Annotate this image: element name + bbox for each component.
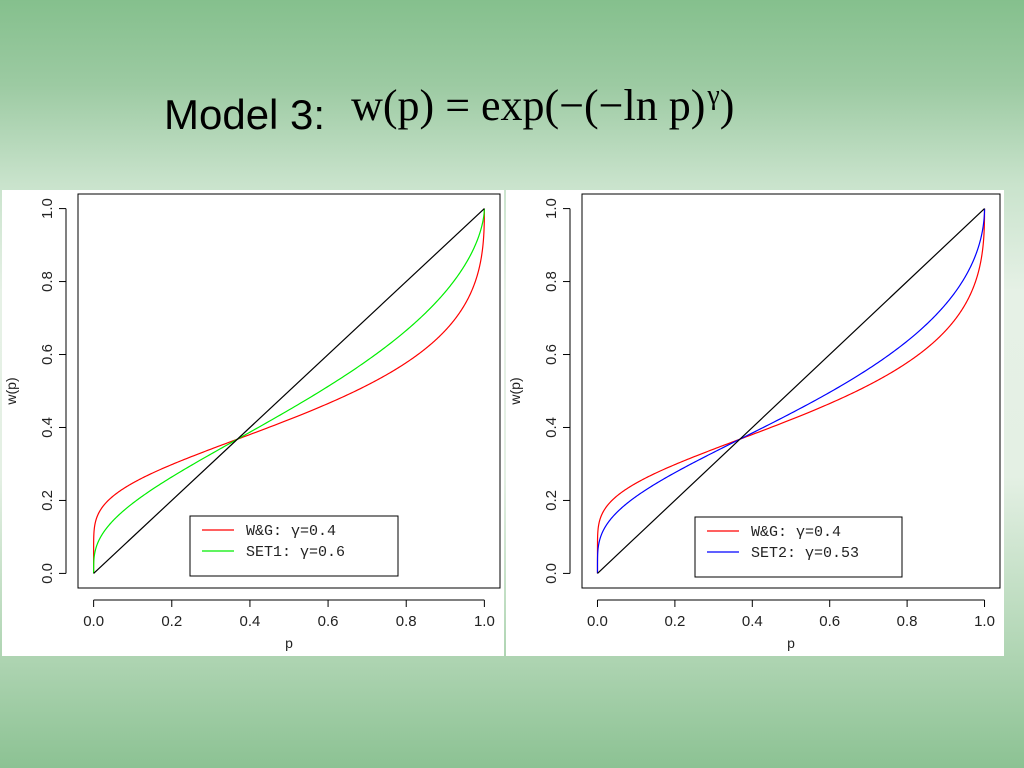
x-tick-label: 0.2 [161, 613, 182, 630]
legend-label: SET2: γ=0.53 [751, 545, 859, 562]
y-tick-label: 0.0 [39, 563, 56, 584]
series-line [93, 208, 485, 574]
legend-box [694, 516, 903, 578]
formula-equals: = [445, 80, 471, 130]
plot-frame [77, 193, 501, 589]
formula: w(p) = exp(−(−ln p)γ) [351, 80, 734, 131]
legend-label: SET1: γ=0.6 [246, 544, 345, 561]
slide-title: Model 3: w(p) = exp(−(−ln p)γ) [164, 76, 734, 146]
y-tick-label: 0.0 [543, 563, 560, 584]
x-tick-label: 0.8 [897, 613, 918, 630]
identity-line [597, 208, 985, 574]
y-tick-label: 0.6 [543, 344, 560, 365]
legend-label: W&G: γ=0.4 [751, 524, 841, 541]
chart-panel-left: 0.0 0.2 0.4 0.6 0.8 1.0 0.0 0.2 0.4 0.6 0.8 1.0 p w(p… [2, 190, 504, 656]
y-tick-label: 0.8 [543, 271, 560, 292]
identity-line [93, 208, 485, 574]
y-axis-title: w(p) [3, 377, 19, 405]
y-tick-label: 0.6 [39, 344, 56, 365]
series-line [596, 208, 986, 574]
formula-rhs: exp(−(−ln p) [481, 80, 706, 130]
x-tick-label: 0.8 [396, 613, 417, 630]
y-tick-label: 0.4 [39, 417, 56, 438]
y-tick-label: 0.2 [39, 490, 56, 511]
formula-close: ) [719, 80, 735, 130]
y-tick-label: 1.0 [543, 198, 560, 219]
chart-left: 0.0 0.2 0.4 0.6 0.8 1.0 0.0 0.2 0.4 0.6 0.8 1.0 p w(p… [3, 193, 501, 651]
series-line [93, 208, 485, 574]
chart-right: 0.0 0.2 0.4 0.6 0.8 1.0 0.0 0.2 0.4 0.6 0.8 1.0 p w(p… [507, 193, 1001, 651]
formula-lhs: w(p) [351, 80, 435, 130]
model-label: Model 3: [164, 91, 326, 138]
x-tick-label: 0.0 [83, 613, 104, 630]
legend-label: W&G: γ=0.4 [246, 523, 336, 540]
series-line [596, 208, 986, 574]
x-tick-label: 0.2 [664, 613, 685, 630]
x-axis-title: p [787, 635, 795, 651]
x-tick-label: 0.0 [587, 613, 608, 630]
x-tick-label: 1.0 [474, 613, 495, 630]
x-tick-label: 0.6 [318, 613, 339, 630]
legend-box [189, 515, 399, 577]
y-axis-title: w(p) [507, 377, 523, 405]
formula-exponent: γ [707, 79, 720, 111]
y-tick-label: 0.8 [39, 271, 56, 292]
plot-frame [581, 193, 1001, 589]
y-tick-label: 1.0 [39, 198, 56, 219]
x-axis-title: p [285, 635, 293, 651]
y-tick-label: 0.4 [543, 417, 560, 438]
chart-panel-right: 0.0 0.2 0.4 0.6 0.8 1.0 0.0 0.2 0.4 0.6 0.8 1.0 p w(p… [506, 190, 1004, 656]
y-tick-label: 0.2 [543, 490, 560, 511]
x-tick-label: 0.4 [239, 613, 260, 630]
x-tick-label: 1.0 [974, 613, 995, 630]
x-tick-label: 0.4 [742, 613, 763, 630]
x-tick-label: 0.6 [819, 613, 840, 630]
